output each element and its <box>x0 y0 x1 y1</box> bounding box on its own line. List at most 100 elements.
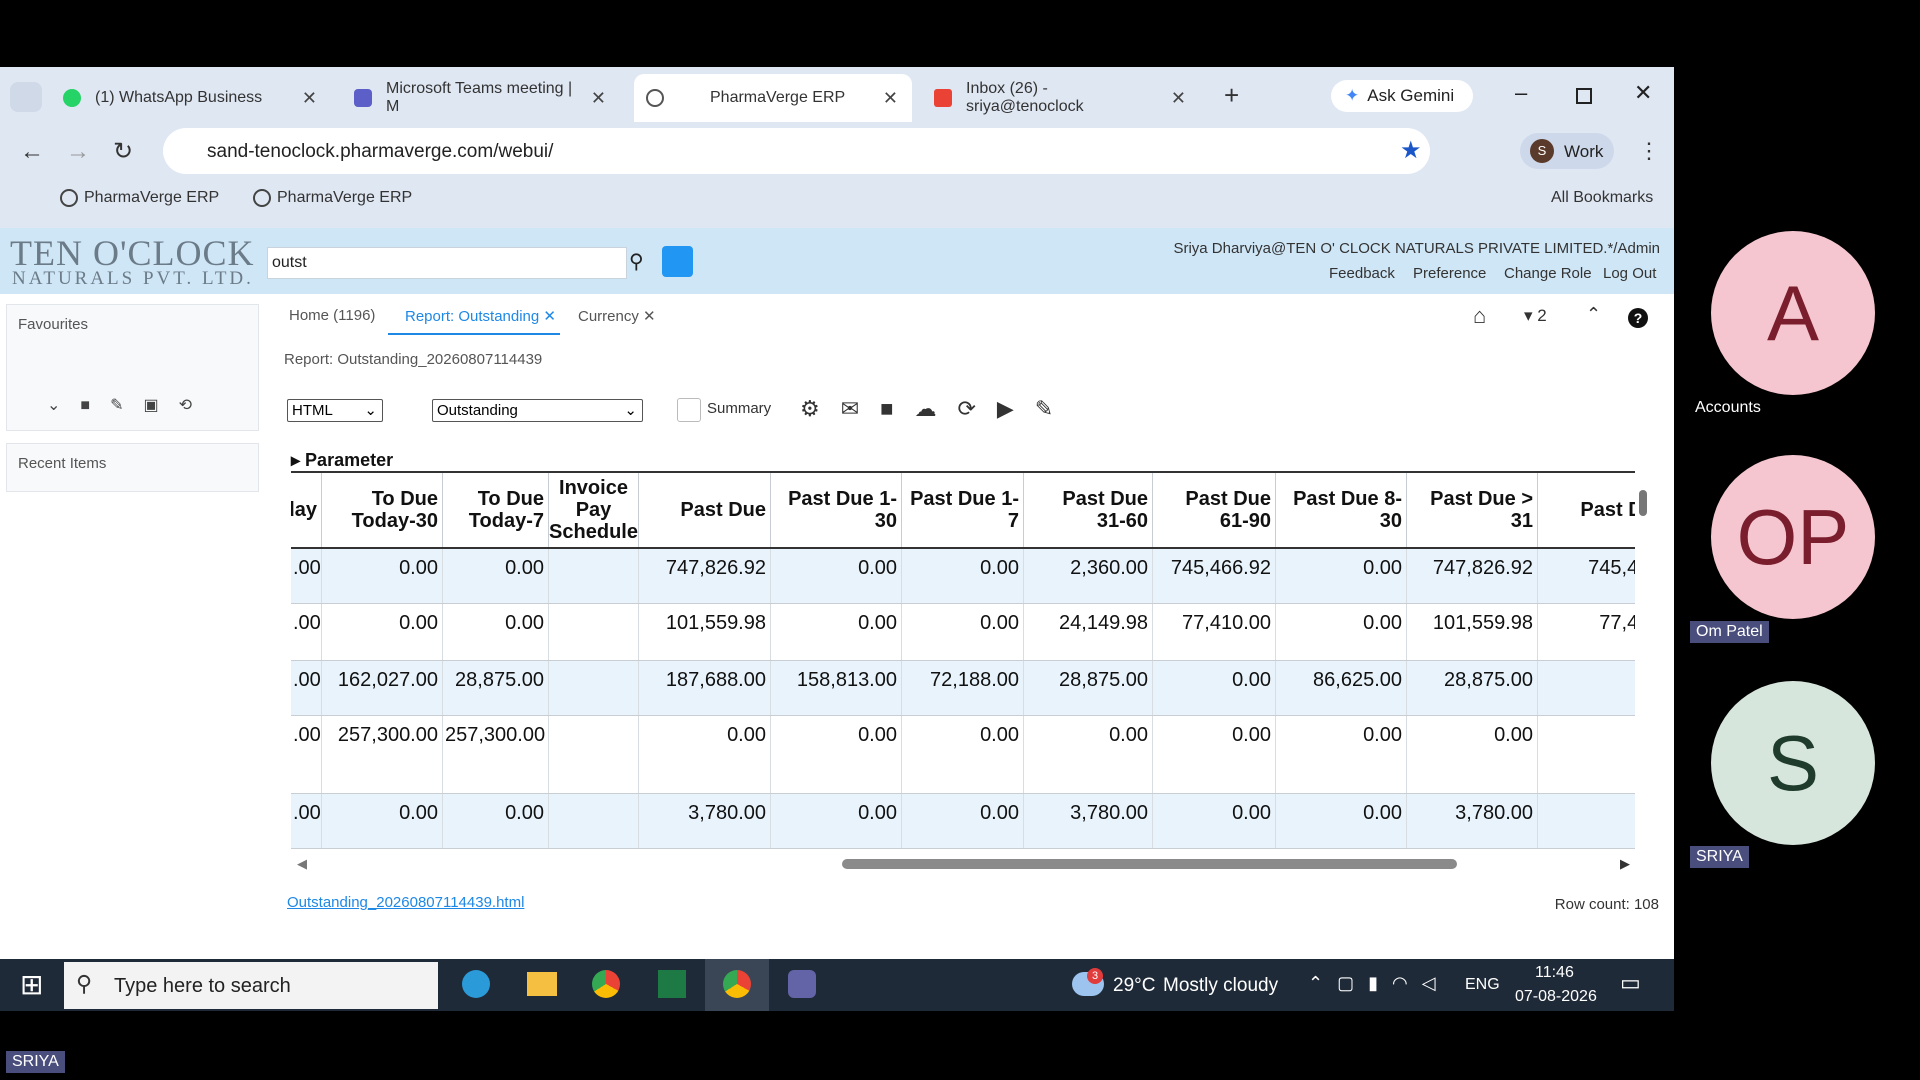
minimize[interactable]: – <box>1515 80 1528 105</box>
table-cell: 0.00 <box>771 716 902 793</box>
close-icon[interactable]: ✕ <box>1170 87 1186 108</box>
app-teams[interactable] <box>788 970 816 998</box>
search-box[interactable]: outst <box>267 247 627 279</box>
row-count: Row count: 108 <box>1554 896 1659 913</box>
table-cell: 3,780.00 <box>639 794 771 848</box>
v-scroll-thumb[interactable] <box>1639 490 1647 516</box>
app-explorer[interactable] <box>527 972 557 996</box>
close-icon[interactable]: ✕ <box>301 87 317 108</box>
table-cell: 86,625.00 <box>1276 661 1407 715</box>
presenter-name: SRIYA <box>6 1051 65 1073</box>
help[interactable]: ? <box>1628 308 1648 328</box>
restore[interactable] <box>1576 88 1592 104</box>
scroll-left[interactable]: ◀ <box>297 856 307 871</box>
table-cell: 3,780.00 <box>1407 794 1538 848</box>
recent-panel: Recent Items <box>6 443 259 492</box>
panel-title: Favourites <box>18 316 89 333</box>
table-cell: .00 <box>291 716 322 793</box>
header-link[interactable]: Change Role <box>1504 265 1592 282</box>
table-cell: 0.00 <box>1407 716 1538 793</box>
close-icon[interactable]: ✕ <box>882 87 898 108</box>
tab-icon <box>354 89 372 107</box>
table-cell: 0. <box>1538 716 1635 793</box>
toolbar-icons[interactable]: ⚙✉■☁⟳▶✎ <box>800 396 1075 421</box>
parameter-label: Parameter <box>305 450 394 470</box>
app-chrome-active[interactable] <box>705 959 769 1011</box>
app-edge[interactable] <box>462 970 490 998</box>
org-button[interactable] <box>662 246 693 277</box>
format-select[interactable]: HTML ⌄ <box>287 399 383 422</box>
header-link[interactable]: Preference <box>1413 265 1487 282</box>
reload[interactable]: ↻ <box>113 138 134 165</box>
collapse[interactable]: ⌃ <box>1586 304 1602 324</box>
language: ENG <box>1465 976 1500 993</box>
bookmark[interactable]: PharmaVerge ERP <box>60 189 219 207</box>
profile[interactable]: S Work <box>1520 133 1614 169</box>
app-chrome[interactable] <box>592 970 620 998</box>
app-tab-active[interactable]: Report: Outstanding ✕ <box>405 308 556 325</box>
table-cell: .00 <box>291 794 322 848</box>
new-tab[interactable]: + <box>1224 80 1240 110</box>
table-cell: 747,826.92 <box>639 549 771 603</box>
table-cell: 0.00 <box>1024 716 1153 793</box>
logo-sub: NATURALS PVT. LTD. <box>12 268 254 289</box>
active-tab[interactable]: PharmaVerge ERP ✕ <box>634 74 912 122</box>
header-link[interactable]: Feedback <box>1329 265 1395 282</box>
all-bookmarks[interactable]: All Bookmarks <box>1551 189 1654 206</box>
tray-icons[interactable]: ⌃▢▮◠◁ <box>1308 973 1450 993</box>
summary-checkbox[interactable] <box>677 398 701 422</box>
app-excel[interactable] <box>658 970 686 998</box>
ask-gemini[interactable]: ✦ Ask Gemini <box>1331 80 1473 112</box>
bookmark-star[interactable]: ★ <box>1400 137 1422 164</box>
tab[interactable]: Inbox (26) - sriya@tenoclock ✕ <box>930 74 1200 122</box>
taskbar-search[interactable]: ⚲ Type here to search <box>64 962 438 1009</box>
column-header: Past Due <box>639 473 771 547</box>
table-cell: 0.00 <box>771 549 902 603</box>
table-cell: 0.00 <box>1276 604 1407 660</box>
tab[interactable]: Microsoft Teams meeting | M ✕ <box>350 74 620 122</box>
search-text: outst <box>272 254 307 271</box>
temperature: 29°C <box>1113 975 1156 996</box>
report-select[interactable]: Outstanding ⌄ <box>432 399 643 422</box>
format-value: HTML <box>292 402 333 419</box>
back[interactable]: ← <box>20 138 44 165</box>
table-cell: 0.00 <box>902 716 1024 793</box>
bookmark[interactable]: PharmaVerge ERP <box>253 189 412 207</box>
table-cell: 0.00 <box>902 794 1024 848</box>
home-icon[interactable]: ⌂ <box>1473 303 1487 328</box>
table-cell: 28,875.00 <box>443 661 549 715</box>
address-bar[interactable]: sand-tenoclock.pharmaverge.com/webui/ ★ <box>163 128 1430 174</box>
column-header: day <box>291 473 322 547</box>
participant-name: Accounts <box>1695 399 1761 416</box>
header-link[interactable]: Log Out <box>1603 265 1657 282</box>
table-cell: 0.00 <box>322 604 443 660</box>
menu[interactable]: ⋮ <box>1638 138 1660 163</box>
table-cell: 187,688.00 <box>639 661 771 715</box>
tab[interactable]: (1) WhatsApp Business ✕ <box>61 74 331 122</box>
column-header: Past Due <box>1538 473 1635 547</box>
report-name: Report: Outstanding_20260807114439 <box>284 351 543 368</box>
table-cell: 745,466. <box>1538 549 1635 603</box>
row-rule <box>291 603 1635 604</box>
file-link[interactable]: Outstanding_20260807114439.html <box>287 894 525 911</box>
url: sand-tenoclock.pharmaverge.com/webui/ <box>207 141 554 162</box>
tab-list-button[interactable] <box>10 82 42 112</box>
notifications[interactable]: ▭ <box>1620 970 1641 995</box>
table-cell: 0.00 <box>1153 661 1276 715</box>
start[interactable]: ⊞ <box>20 969 44 1000</box>
search-button[interactable]: ⚲ <box>629 251 644 273</box>
parameter[interactable]: ▸ Parameter <box>291 450 394 470</box>
app-tab[interactable]: Currency ✕ <box>578 308 656 325</box>
app-tab[interactable]: Home (1196) <box>289 307 376 324</box>
filter[interactable]: ▾ 2 <box>1524 306 1547 325</box>
search-placeholder: Type here to search <box>114 975 291 997</box>
scroll-right[interactable]: ▶ <box>1620 856 1630 871</box>
close[interactable]: ✕ <box>1634 80 1653 105</box>
h-scroll-thumb[interactable] <box>842 859 1457 869</box>
table-cell: 0. <box>1538 661 1635 715</box>
report-value: Outstanding <box>437 402 518 419</box>
close-icon[interactable]: ✕ <box>590 87 606 108</box>
filter-count: 2 <box>1537 306 1547 325</box>
forward[interactable]: → <box>66 138 90 165</box>
table-cell: 158,813.00 <box>771 661 902 715</box>
